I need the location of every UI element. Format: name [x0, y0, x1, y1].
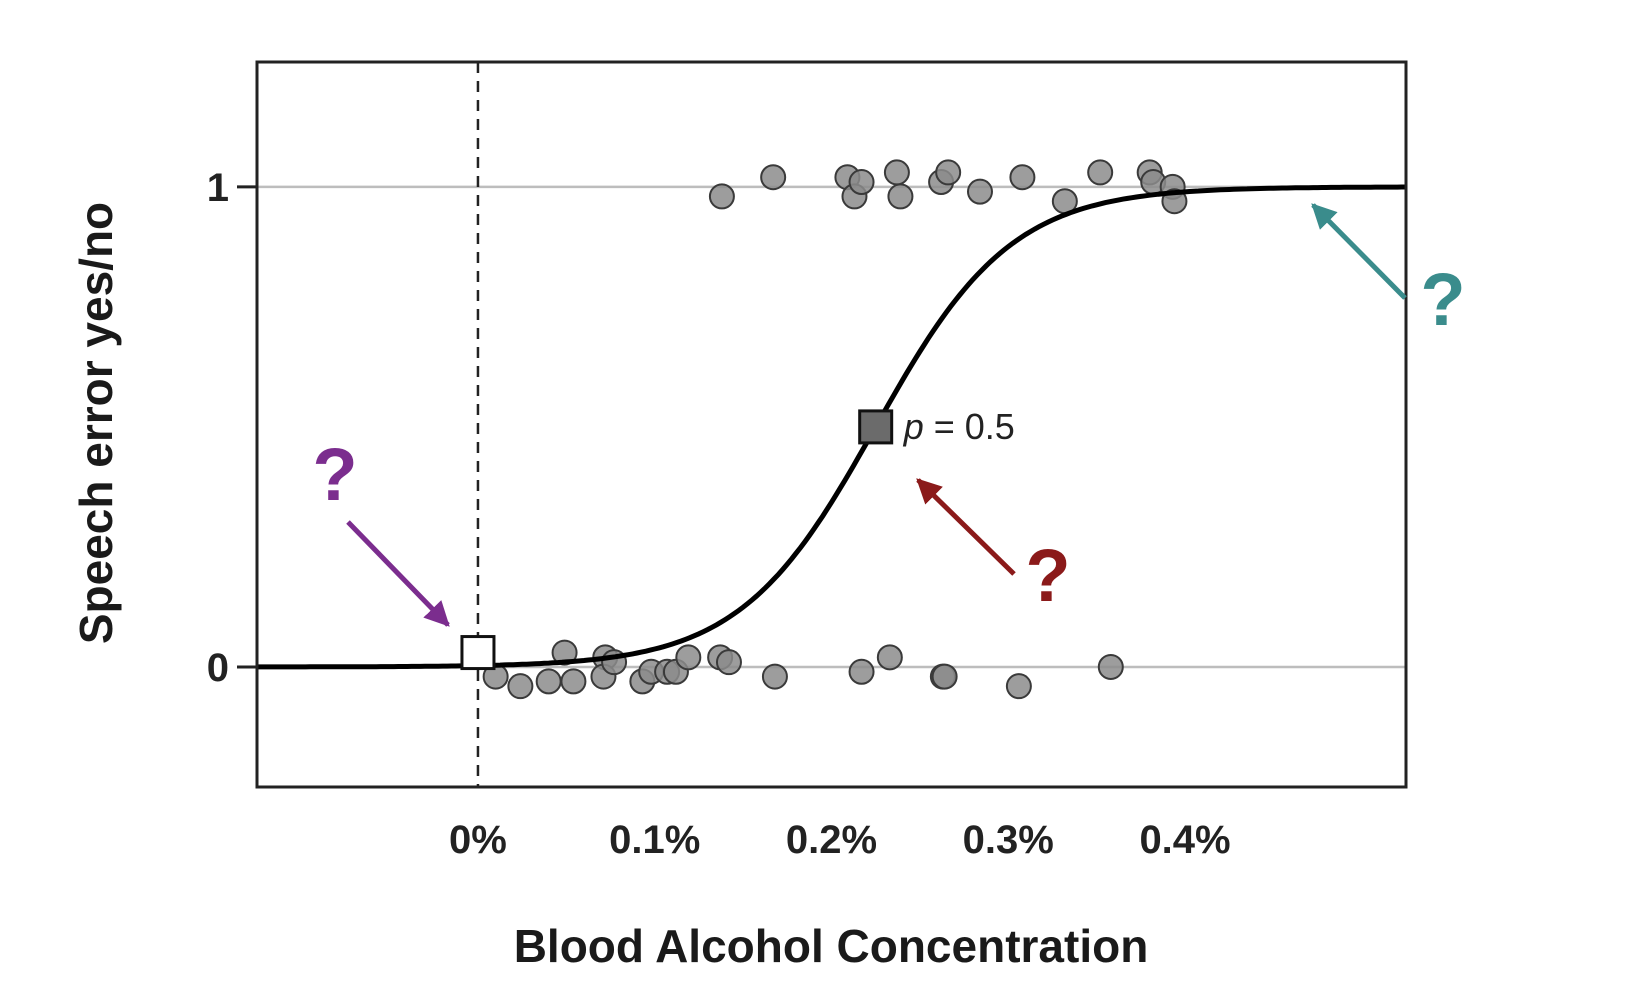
- y-axis-title: Speech error yes/no: [70, 202, 122, 644]
- data-point-outcome1-10: [1009, 164, 1036, 191]
- midpoint-label: p = 0.5: [903, 406, 1015, 447]
- data-point-outcome1-0: [708, 183, 735, 210]
- y-tick-label-0: 0: [207, 646, 229, 690]
- fitted-curve: [257, 184, 1406, 670]
- data-point-outcome0-2: [535, 668, 562, 695]
- y-axis-ticks: 01: [207, 166, 257, 690]
- data-point-outcome0-16: [848, 658, 875, 685]
- question-mark-purple: ?: [312, 433, 357, 516]
- data-point-outcome1-9: [966, 178, 993, 205]
- data-point-outcome0-17: [876, 644, 903, 671]
- annotation-midpoint: ?: [916, 478, 1071, 617]
- plot-frame: [255, 60, 1408, 789]
- data-point-outcome1-12: [1087, 159, 1114, 186]
- logistic-curve-line: [257, 184, 1406, 670]
- data-point-outcome1-4: [848, 169, 875, 196]
- arrow-purple: [346, 520, 450, 627]
- data-point-outcome1-8: [935, 159, 962, 186]
- x-tick-label-4: 0.4%: [1139, 818, 1230, 862]
- data-points: [482, 159, 1188, 700]
- data-point-outcome0-14: [715, 649, 742, 676]
- y-tick-label-1: 1: [207, 166, 229, 210]
- arrow-red: [916, 478, 1016, 576]
- x-tick-label-2: 0.2%: [786, 818, 877, 862]
- intercept-marker: [460, 635, 496, 671]
- annotation-intercept: ?: [312, 433, 450, 627]
- key-markers: p = 0.5: [460, 406, 1015, 671]
- question-mark-teal: ?: [1420, 258, 1465, 341]
- data-point-outcome1-6: [887, 183, 914, 210]
- data-point-outcome0-12: [675, 644, 702, 671]
- question-mark-red: ?: [1025, 534, 1070, 617]
- data-point-outcome0-19: [931, 663, 958, 690]
- x-axis-ticks: 0% 0.1% 0.2% 0.3% 0.4%: [449, 818, 1231, 862]
- data-point-outcome0-20: [1005, 673, 1032, 700]
- data-point-outcome0-21: [1097, 653, 1124, 680]
- x-tick-label-1: 0.1%: [609, 818, 700, 862]
- data-point-outcome0-1: [507, 673, 534, 700]
- data-point-outcome0-4: [560, 668, 587, 695]
- data-point-outcome0-15: [761, 663, 788, 690]
- arrow-teal: [1311, 203, 1407, 300]
- x-tick-label-0: 0%: [449, 818, 507, 862]
- x-tick-label-3: 0.3%: [963, 818, 1054, 862]
- grid-lines: [257, 62, 1406, 787]
- data-point-outcome1-5: [883, 159, 910, 186]
- data-point-outcome1-1: [760, 164, 787, 191]
- x-axis-title: Blood Alcohol Concentration: [514, 920, 1149, 972]
- midpoint-marker: [858, 409, 894, 445]
- annotation-asymptote: ?: [1311, 203, 1466, 341]
